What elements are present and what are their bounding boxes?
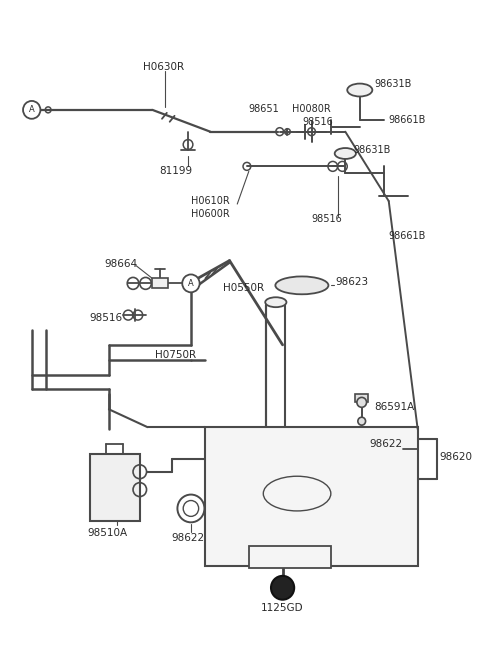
Text: 86591A: 86591A — [374, 402, 415, 412]
Circle shape — [357, 398, 367, 407]
Text: 98620: 98620 — [439, 452, 472, 462]
Text: 98661B: 98661B — [389, 115, 426, 124]
Bar — [90, 454, 140, 521]
Bar — [355, 394, 369, 402]
Text: 1125GD: 1125GD — [261, 603, 304, 612]
Bar — [249, 546, 331, 568]
Ellipse shape — [335, 148, 356, 159]
Text: H0630R: H0630R — [143, 62, 184, 72]
Text: 81199: 81199 — [159, 166, 192, 176]
Ellipse shape — [347, 84, 372, 96]
Bar — [205, 427, 418, 566]
Text: 98631B: 98631B — [374, 79, 412, 89]
Text: 98623: 98623 — [336, 277, 369, 288]
Text: H0610R: H0610R — [191, 196, 230, 206]
Text: H0080R: H0080R — [292, 104, 331, 114]
Circle shape — [271, 576, 294, 600]
Circle shape — [23, 101, 40, 119]
Text: 98510A: 98510A — [88, 528, 128, 538]
Text: 98651: 98651 — [249, 104, 279, 114]
Circle shape — [182, 274, 200, 292]
Text: H0550R: H0550R — [223, 284, 264, 293]
Text: 98661B: 98661B — [389, 231, 426, 241]
Text: 98516: 98516 — [302, 117, 333, 127]
Text: 98664: 98664 — [104, 259, 137, 269]
Ellipse shape — [276, 276, 328, 294]
Text: 98622: 98622 — [370, 439, 403, 449]
Text: 98622: 98622 — [172, 533, 205, 543]
Text: 98631B: 98631B — [353, 145, 390, 155]
Text: A: A — [29, 105, 35, 115]
Ellipse shape — [265, 297, 287, 307]
Bar — [152, 278, 168, 288]
Text: A: A — [188, 279, 194, 288]
Text: 98516: 98516 — [312, 214, 342, 224]
Text: H0600R: H0600R — [191, 209, 230, 219]
Text: H0750R: H0750R — [155, 350, 196, 360]
Text: 98516: 98516 — [90, 313, 123, 323]
Circle shape — [358, 417, 366, 425]
